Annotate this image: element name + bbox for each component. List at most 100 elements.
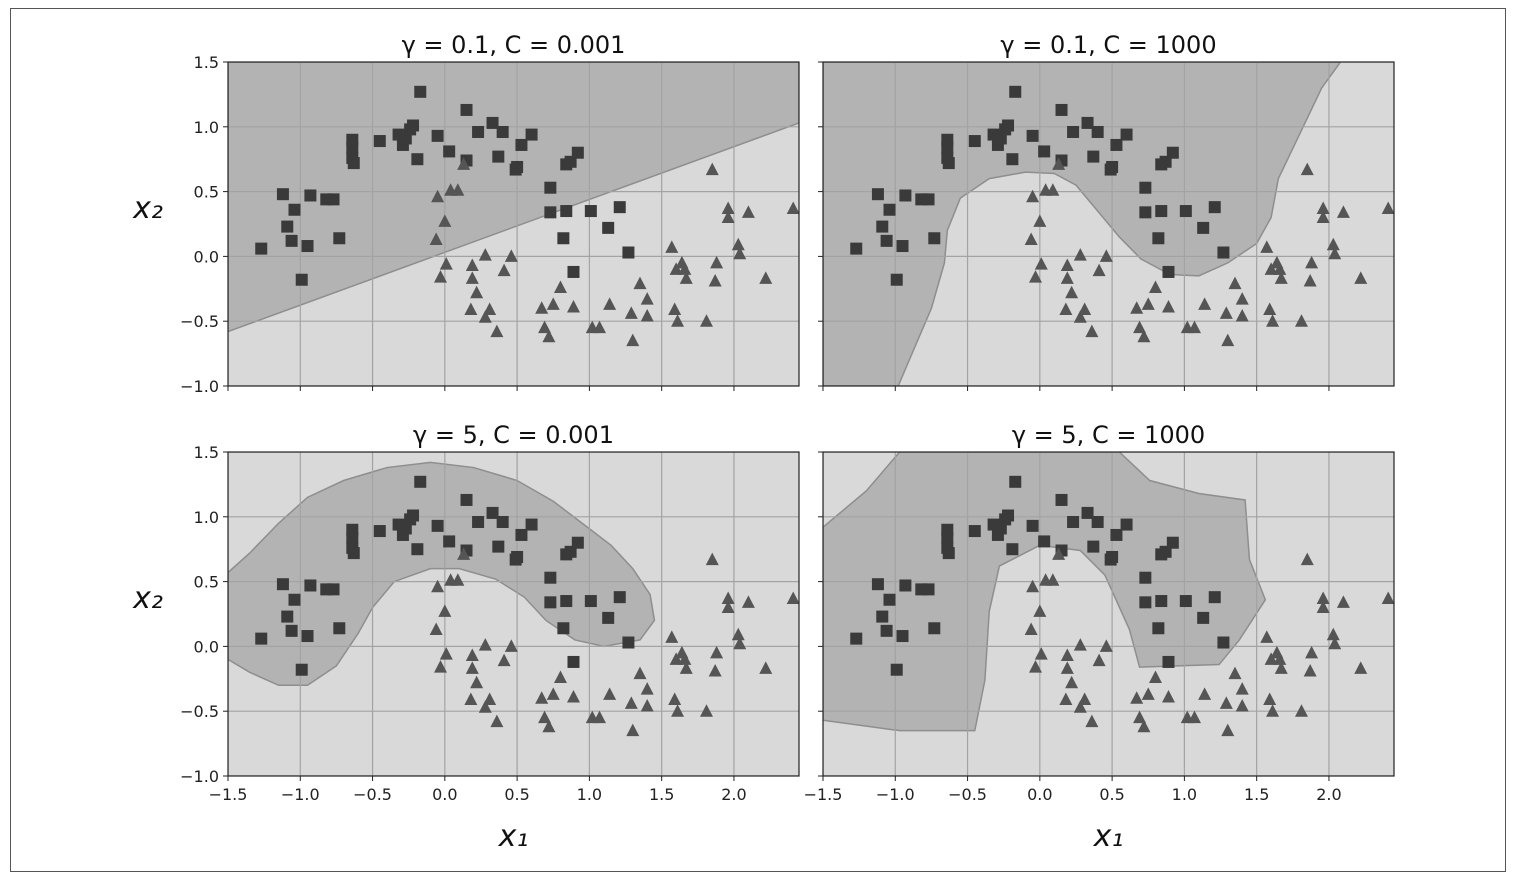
point-triangle <box>1316 210 1330 224</box>
x-tick-label: −1.5 <box>804 785 843 804</box>
point-triangle <box>671 704 685 717</box>
point-square <box>407 119 420 132</box>
point-triangle <box>1026 189 1040 203</box>
point-square <box>414 85 427 98</box>
point-square <box>460 103 473 116</box>
point-square <box>1152 622 1165 635</box>
point-square <box>1038 145 1051 158</box>
y-tick-label: −0.5 <box>180 702 219 721</box>
point-triangle <box>431 189 445 203</box>
point-triangle <box>1099 639 1113 652</box>
point-square <box>276 578 289 591</box>
y-tick-label: 1.5 <box>194 53 219 72</box>
point-square <box>1139 181 1152 194</box>
point-triangle <box>603 687 617 700</box>
point-square <box>896 630 909 643</box>
x-tick-label: 1.0 <box>577 785 602 804</box>
point-square <box>1159 155 1172 168</box>
point-square <box>1139 596 1152 609</box>
point-triangle <box>438 604 452 617</box>
point-triangle <box>504 249 518 262</box>
point-triangle <box>1303 274 1317 287</box>
point-square <box>899 189 912 202</box>
subplot-2: γ = 0.1, C = 1000 <box>818 31 1395 391</box>
subplot-3: −1.5 −1.0 −0.5 0.0 0.5 1.0 1.5 2.0−1.0−0.50.00.… <box>132 421 800 854</box>
point-square <box>509 163 522 176</box>
point-triangle <box>1273 262 1287 275</box>
point-triangle <box>1336 205 1350 218</box>
point-triangle <box>1354 271 1368 284</box>
point-triangle <box>1141 297 1155 310</box>
x-tick-label: −1.0 <box>876 785 915 804</box>
axes-frame <box>822 451 1395 777</box>
plot-area <box>228 452 799 776</box>
point-triangle <box>1052 157 1066 170</box>
point-square <box>968 525 981 538</box>
point-square <box>876 610 889 623</box>
point-square <box>1166 536 1179 549</box>
point-triangle <box>603 297 617 310</box>
point-triangle <box>1300 162 1314 176</box>
x-axis-label: x₁ <box>1093 819 1124 854</box>
subplot-title: γ = 0.1, C = 0.001 <box>402 31 626 59</box>
point-triangle <box>1264 262 1278 275</box>
point-triangle <box>1328 246 1342 260</box>
point-triangle <box>708 274 722 287</box>
y-tick-label: 0.0 <box>194 637 219 656</box>
point-triangle <box>465 661 479 674</box>
x-tick-label: 0.5 <box>504 785 529 804</box>
point-triangle <box>1073 638 1087 651</box>
point-triangle <box>1300 552 1314 566</box>
point-square <box>486 116 499 129</box>
y-axis-label: x₂ <box>132 581 163 616</box>
point-triangle <box>1316 591 1330 604</box>
point-square <box>896 240 909 253</box>
point-square <box>613 591 626 604</box>
point-triangle <box>1219 306 1233 319</box>
point-square <box>602 221 615 234</box>
point-triangle <box>1148 280 1162 294</box>
point-square <box>928 232 941 245</box>
point-triangle <box>1034 257 1048 270</box>
point-triangle <box>483 302 497 316</box>
point-square <box>1026 519 1039 532</box>
x-tick-label: −1.0 <box>281 785 320 804</box>
subplot-title: γ = 5, C = 1000 <box>1012 421 1205 449</box>
point-square <box>373 525 386 538</box>
point-triangle <box>678 652 692 665</box>
point-triangle <box>438 214 452 227</box>
point-triangle <box>566 689 580 703</box>
point-square <box>1087 540 1100 553</box>
point-square <box>1081 506 1094 519</box>
point-triangle <box>1274 661 1288 674</box>
point-triangle <box>721 201 735 214</box>
point-square <box>285 624 298 637</box>
point-square <box>431 519 444 532</box>
point-triangle <box>665 630 679 643</box>
point-triangle <box>1148 670 1162 684</box>
point-triangle <box>1294 314 1308 327</box>
point-triangle <box>1034 647 1048 660</box>
point-triangle <box>546 687 560 700</box>
y-tick-label: 1.5 <box>194 443 219 462</box>
y-tick-label: −0.5 <box>180 312 219 331</box>
point-square <box>1155 205 1168 218</box>
point-square <box>567 655 580 668</box>
point-triangle <box>1305 255 1319 269</box>
point-triangle <box>699 704 713 717</box>
point-square <box>492 540 505 553</box>
point-square <box>509 553 522 566</box>
point-square <box>414 475 427 488</box>
point-triangle <box>705 552 719 566</box>
point-square <box>1155 595 1168 608</box>
y-tick-label: 0.5 <box>194 183 219 202</box>
point-triangle <box>1328 636 1342 650</box>
point-triangle <box>429 232 443 246</box>
point-square <box>544 181 557 194</box>
subplot-title: γ = 5, C = 0.001 <box>413 421 614 449</box>
point-square <box>994 522 1007 535</box>
x-tick-label: −0.5 <box>948 785 987 804</box>
point-triangle <box>1188 320 1202 334</box>
point-triangle <box>731 237 745 251</box>
point-triangle <box>465 271 479 284</box>
